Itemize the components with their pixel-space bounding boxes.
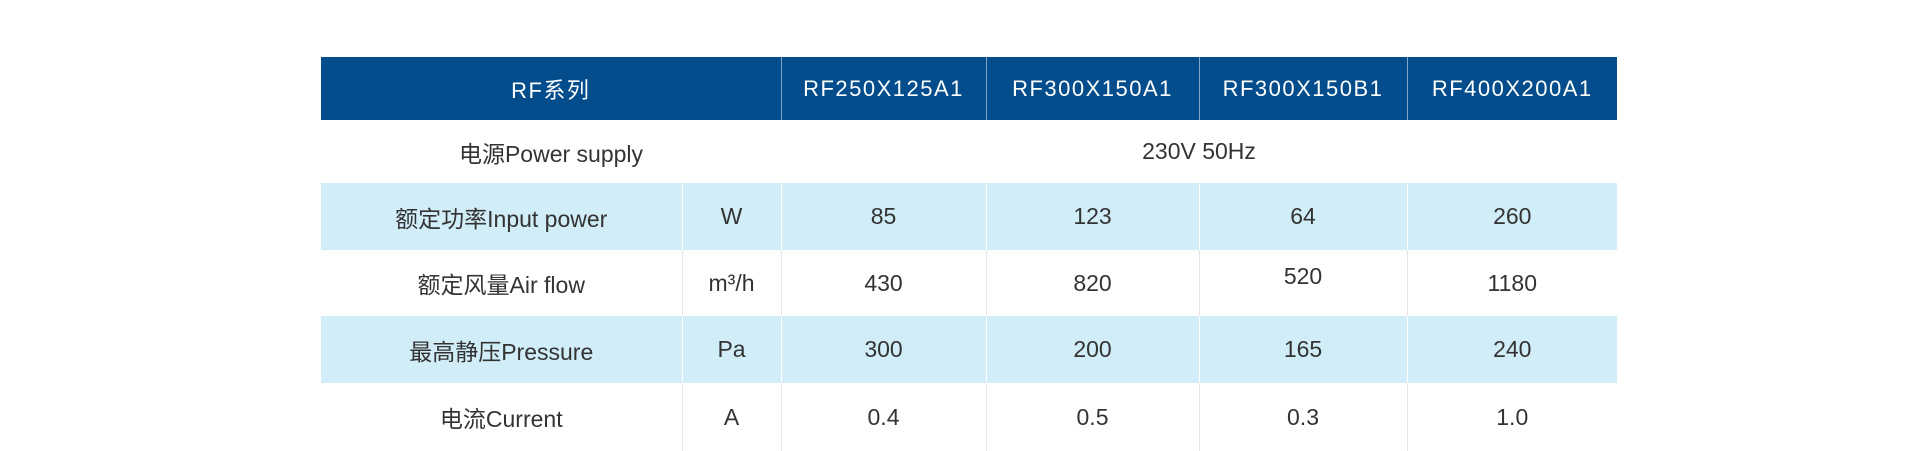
table-cell: 165 — [1198, 316, 1408, 383]
table-cell-value: 520 — [1283, 262, 1323, 289]
table-row-power-supply: 电源Power supply 230V 50Hz — [321, 120, 1617, 183]
table-cell: 1180 — [1406, 250, 1618, 316]
row-unit: W — [681, 183, 782, 250]
table-cell: 300 — [780, 316, 987, 383]
table-row-current: 电流Current A 0.4 0.5 0.3 1.0 — [321, 383, 1618, 451]
table-cell: 430 — [780, 250, 987, 316]
row-label: 电流Current — [439, 406, 563, 432]
series-header: RF系列 — [321, 57, 782, 120]
table-row-air-flow: 额定风量Air flow m³/h 430 820 520 1180 — [321, 250, 1618, 316]
row-label: 最高静压Pressure — [321, 316, 682, 383]
table-row-pressure: 最高静压Pressure Pa 300 200 165 240 — [321, 316, 1618, 383]
table-cell: 520 — [1198, 250, 1408, 316]
row-unit: m³/h — [681, 250, 782, 316]
spec-table: RF系列 RF250X125A1 RF300X150A1 RF300X150B1… — [321, 57, 1618, 451]
table-cell: 123 — [985, 183, 1200, 250]
table-cell: 85 — [780, 183, 987, 250]
power-supply-value: 230V 50Hz — [1142, 138, 1256, 164]
table-cell: 1.0 — [1406, 383, 1618, 451]
row-label: 额定风量Air flow — [417, 272, 585, 298]
table-cell: 0.3 — [1198, 383, 1408, 451]
row-unit: A — [681, 383, 782, 451]
table-header-row: RF系列 RF250X125A1 RF300X150A1 RF300X150B1… — [321, 57, 1618, 120]
table-row-input-power: 额定功率Input power W 85 123 64 260 — [321, 183, 1618, 250]
table-cell: 200 — [985, 316, 1200, 383]
model-header: RF250X125A1 — [780, 57, 987, 120]
row-unit: Pa — [681, 316, 782, 383]
table-cell: 0.5 — [985, 383, 1200, 451]
model-header: RF300X150B1 — [1198, 57, 1408, 120]
row-label: 额定功率Input power — [321, 183, 682, 250]
table-cell: 240 — [1406, 316, 1618, 383]
table-cell: 820 — [985, 250, 1200, 316]
model-header: RF300X150A1 — [985, 57, 1200, 120]
model-header: RF400X200A1 — [1406, 57, 1618, 120]
table-cell: 0.4 — [780, 383, 987, 451]
table-cell: 64 — [1198, 183, 1408, 250]
row-label: 电源Power supply — [458, 140, 644, 167]
table-cell: 260 — [1406, 183, 1618, 250]
